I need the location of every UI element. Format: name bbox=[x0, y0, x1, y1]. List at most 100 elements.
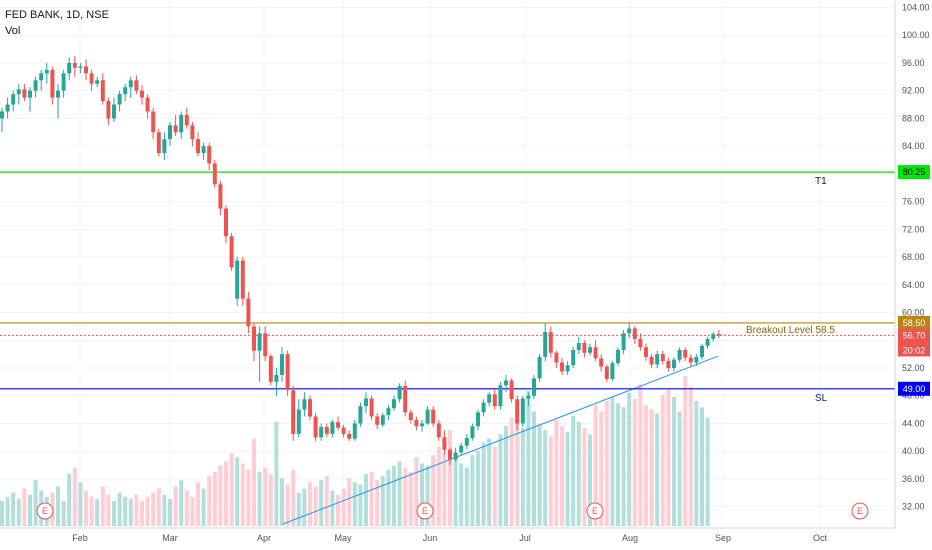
candle-body[interactable] bbox=[593, 347, 598, 359]
candle-body[interactable] bbox=[33, 80, 38, 91]
candle-body[interactable] bbox=[128, 80, 133, 88]
candle-body[interactable] bbox=[520, 398, 525, 424]
candle-body[interactable] bbox=[100, 80, 105, 102]
candle-body[interactable] bbox=[386, 408, 391, 416]
candle-body[interactable] bbox=[565, 365, 570, 372]
candle-body[interactable] bbox=[28, 90, 32, 98]
candle-body[interactable] bbox=[16, 89, 21, 95]
candle-body[interactable] bbox=[212, 163, 217, 185]
candle-body[interactable] bbox=[162, 139, 167, 154]
candle-body[interactable] bbox=[308, 399, 312, 417]
candle-body[interactable] bbox=[672, 359, 676, 368]
candle-body[interactable] bbox=[526, 395, 531, 399]
candle-body[interactable] bbox=[61, 73, 66, 91]
candle-body[interactable] bbox=[302, 399, 307, 410]
candle-body[interactable] bbox=[280, 354, 284, 375]
candle-body[interactable] bbox=[425, 409, 430, 424]
candle-body[interactable] bbox=[168, 125, 172, 140]
candle-body[interactable] bbox=[291, 390, 296, 434]
candle-body[interactable] bbox=[330, 422, 335, 434]
candle-body[interactable] bbox=[408, 412, 413, 420]
candle-body[interactable] bbox=[5, 104, 10, 112]
candle-body[interactable] bbox=[0, 111, 4, 119]
candle-body[interactable] bbox=[548, 331, 553, 353]
candle-body[interactable] bbox=[453, 452, 458, 460]
candle-body[interactable] bbox=[67, 62, 72, 74]
candle-body[interactable] bbox=[683, 349, 688, 358]
candle-body[interactable] bbox=[420, 423, 424, 427]
candle-body[interactable] bbox=[341, 427, 346, 434]
candle-body[interactable] bbox=[380, 415, 385, 425]
candle-body[interactable] bbox=[616, 349, 620, 364]
candle-body[interactable] bbox=[22, 89, 27, 98]
candle-body[interactable] bbox=[705, 338, 710, 346]
candle-body[interactable] bbox=[487, 394, 492, 403]
candle-body[interactable] bbox=[392, 399, 396, 409]
candle-body[interactable] bbox=[78, 66, 83, 68]
candle-body[interactable] bbox=[184, 114, 189, 126]
candle-body[interactable] bbox=[257, 333, 262, 351]
candle-body[interactable] bbox=[716, 334, 721, 336]
candle-body[interactable] bbox=[504, 380, 508, 386]
candle-body[interactable] bbox=[644, 347, 648, 357]
candle-body[interactable] bbox=[201, 146, 206, 154]
candle-body[interactable] bbox=[224, 208, 228, 237]
candle-body[interactable] bbox=[688, 357, 693, 363]
candle-body[interactable] bbox=[397, 386, 402, 400]
candle-body[interactable] bbox=[156, 132, 161, 154]
earnings-marker[interactable]: E bbox=[851, 502, 869, 520]
candle-body[interactable] bbox=[352, 423, 357, 439]
candle-body[interactable] bbox=[173, 125, 178, 133]
candle-body[interactable] bbox=[599, 358, 604, 367]
candle-body[interactable] bbox=[151, 111, 156, 133]
candle-body[interactable] bbox=[56, 90, 60, 98]
candle-body[interactable] bbox=[246, 298, 251, 327]
candle-body[interactable] bbox=[95, 80, 100, 84]
candle-body[interactable] bbox=[218, 184, 223, 209]
candle-body[interactable] bbox=[627, 328, 632, 334]
candle-body[interactable] bbox=[89, 73, 94, 84]
earnings-marker[interactable]: E bbox=[586, 502, 604, 520]
candle-body[interactable] bbox=[319, 426, 324, 438]
candle-body[interactable] bbox=[515, 399, 520, 424]
candle-body[interactable] bbox=[324, 426, 329, 434]
candle-body[interactable] bbox=[313, 416, 318, 438]
candle-body[interactable] bbox=[442, 437, 447, 450]
earnings-marker[interactable]: E bbox=[416, 502, 434, 520]
candle-body[interactable] bbox=[268, 356, 273, 382]
candle-body[interactable] bbox=[554, 352, 559, 363]
candle-body[interactable] bbox=[240, 260, 245, 299]
candle-body[interactable] bbox=[252, 326, 256, 351]
candle-body[interactable] bbox=[229, 236, 234, 268]
candle-body[interactable] bbox=[571, 349, 576, 366]
candle-body[interactable] bbox=[576, 343, 581, 350]
candle-body[interactable] bbox=[498, 385, 503, 407]
candle-body[interactable] bbox=[655, 354, 660, 365]
candle-body[interactable] bbox=[610, 363, 615, 380]
symbol-title[interactable]: FED BANK, 1D, NSE bbox=[5, 9, 109, 21]
candle-body[interactable] bbox=[140, 90, 144, 98]
candle-body[interactable] bbox=[336, 422, 340, 428]
earnings-marker[interactable]: E bbox=[36, 502, 54, 520]
candle-body[interactable] bbox=[123, 87, 128, 95]
candle-body[interactable] bbox=[649, 356, 654, 365]
candle-body[interactable] bbox=[414, 420, 419, 427]
candle-body[interactable] bbox=[44, 69, 49, 74]
candle-body[interactable] bbox=[358, 406, 363, 424]
candle-body[interactable] bbox=[145, 97, 150, 112]
candle-body[interactable] bbox=[369, 398, 374, 417]
candle-body[interactable] bbox=[84, 66, 88, 74]
candle-body[interactable] bbox=[190, 125, 195, 140]
candle-body[interactable] bbox=[476, 412, 480, 427]
candle-body[interactable] bbox=[207, 146, 212, 164]
trend-line[interactable] bbox=[282, 355, 719, 525]
candle-body[interactable] bbox=[700, 345, 704, 357]
candle-body[interactable] bbox=[39, 73, 44, 81]
candle-body[interactable] bbox=[179, 114, 184, 133]
candle-body[interactable] bbox=[464, 438, 469, 446]
candle-body[interactable] bbox=[582, 343, 587, 353]
candle-body[interactable] bbox=[50, 69, 55, 98]
candle-body[interactable] bbox=[481, 402, 486, 413]
